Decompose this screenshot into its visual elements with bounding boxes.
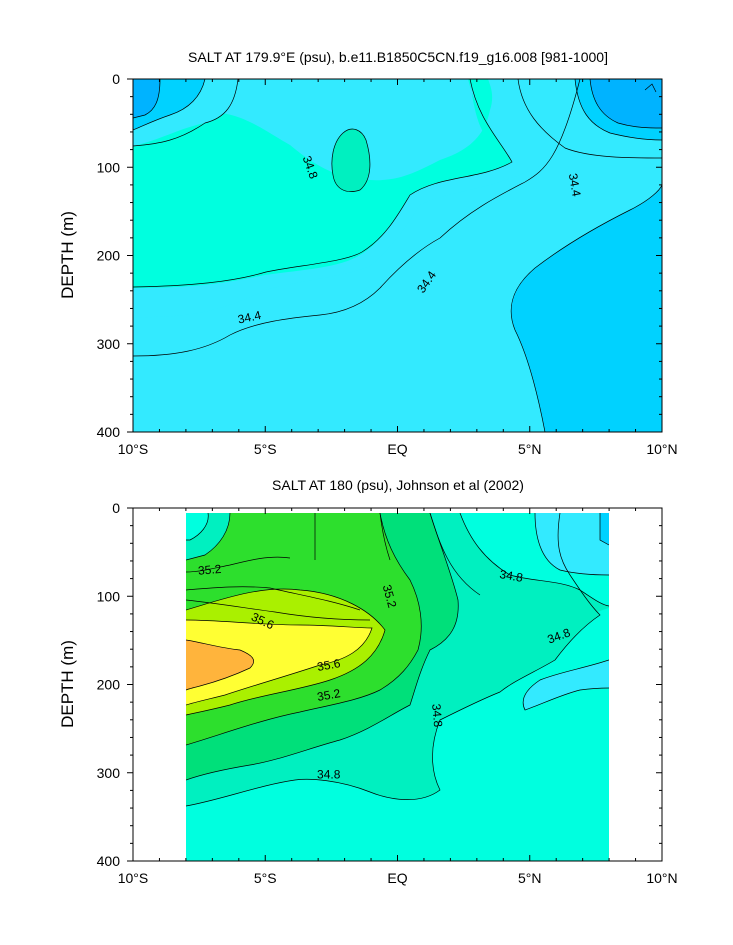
bot-contour-line-34-8-main: [186, 513, 601, 807]
bottom-panel: SALT AT 180 (psu), Johnson et al (2002): [58, 477, 678, 886]
top-y-tick-label: 400: [97, 424, 121, 440]
bottom-contour-field: [186, 513, 609, 861]
top-contour-label: 34.4: [566, 172, 584, 198]
bottom-axes: 10°S 5°S EQ 5°N 10°N 0 100 200 300 400: [97, 500, 678, 886]
bot-contour-line-35-4: [186, 588, 386, 716]
bot-contour-line-top-left-2: [186, 513, 209, 541]
bot-fill-right-34-2: [600, 513, 609, 545]
top-contour-line-34-4-b: [133, 79, 513, 288]
top-contour-line-left-2: [133, 79, 206, 131]
bot-contour-line-35-2-upper: [379, 513, 391, 561]
top-axes: 10°S 5°S EQ 5°N 10°N 0 100 200 300 400: [97, 71, 678, 457]
bot-contour-line-35-4-top: [186, 586, 361, 611]
bottom-y-tick-label: 300: [97, 765, 121, 781]
top-fill-right-34-0: [590, 79, 662, 128]
bottom-contour-labels: 35.235.635.235.635.234.834.834.834.8: [197, 562, 572, 782]
bot-fill-35-6: [186, 620, 372, 705]
bottom-y-tick-label: 100: [97, 588, 121, 604]
top-contour-label: 34.4: [237, 308, 263, 327]
bot-contour-line-35-2-top: [186, 556, 291, 573]
top-contour-line-right-2: [574, 79, 662, 141]
bottom-x-tick-label: EQ: [387, 870, 407, 886]
bottom-contour-label: 35.6: [316, 656, 342, 674]
bot-fill-right-pocket-34-4: [523, 660, 609, 710]
top-fill-34-6-band-2: [133, 79, 512, 287]
top-y-tick-label: 0: [112, 71, 120, 87]
bot-contour-line-right-34-6: [534, 513, 609, 576]
top-x-tick-label: EQ: [387, 441, 407, 457]
top-contour-line-right-3: [589, 79, 662, 129]
top-y-tick-label: 300: [97, 336, 121, 352]
top-contour-line-right-1: [517, 79, 662, 159]
bot-contour-line-35-0: [186, 513, 459, 781]
bot-contour-line-35-6-top: [186, 599, 371, 621]
bottom-y-tick-label: 200: [97, 677, 121, 693]
top-x-tick-label: 10°S: [118, 441, 149, 457]
top-panel: SALT AT 179.9°E (psu), b.e11.B1850C5CN.f…: [58, 49, 678, 457]
top-fill-lower-right-34-2: [511, 185, 662, 432]
top-contour-line-left-3: [133, 79, 161, 119]
bottom-contour-label: 34.8: [429, 703, 445, 728]
bottom-contour-label: 35.2: [380, 583, 400, 609]
bottom-x-tick-label: 10°S: [118, 870, 149, 886]
top-contour-line-left-1: [133, 79, 239, 147]
bot-fill-35-8: [186, 640, 254, 690]
top-contour-line-34-8: [331, 128, 371, 192]
top-contour-line-34-4-a: [133, 79, 581, 357]
top-x-tick-label: 5°N: [518, 441, 542, 457]
bottom-contour-label: 35.2: [316, 686, 342, 704]
bot-contour-line-right-34-4: [599, 513, 609, 546]
bot-contour-line-top-left-1: [186, 513, 231, 561]
bottom-x-tick-label: 10°N: [646, 870, 677, 886]
bot-contour-line-35-2: [186, 513, 422, 746]
top-y-axis-label: DEPTH (m): [58, 211, 77, 299]
top-chart-title: SALT AT 179.9°E (psu), b.e11.B1850C5CN.f…: [188, 49, 608, 65]
bot-contour-line-35-6: [186, 619, 373, 706]
bottom-y-tick-label: 400: [97, 853, 121, 869]
bottom-contour-label: 34.8: [499, 567, 525, 585]
top-y-tick-label: 100: [97, 159, 121, 175]
top-x-tick-label: 10°N: [646, 441, 677, 457]
bottom-y-axis-label: DEPTH (m): [58, 640, 77, 728]
top-contour-line-lower-right: [510, 184, 662, 432]
bot-fill-right-34-4: [535, 513, 609, 575]
bottom-x-tick-label: 5°N: [518, 870, 542, 886]
bot-contour-line-upper-mid: [429, 513, 481, 596]
bot-fill-top-left-34-6: [186, 513, 209, 540]
bottom-contour-label: 34.8: [317, 768, 341, 782]
top-contour-field: [133, 79, 662, 432]
top-x-tick-label: 5°S: [254, 441, 277, 457]
top-contour-lines: [133, 79, 662, 432]
top-y-tick-label: 200: [97, 248, 121, 264]
bot-contour-line-right-pocket: [522, 659, 609, 711]
bot-contour-line-right-34-8: [459, 513, 609, 607]
top-contour-line-corner: [644, 83, 657, 93]
bottom-contour-label: 35.2: [197, 562, 222, 578]
top-fill-34-8-blob: [331, 129, 370, 192]
bottom-x-tick-label: 5°S: [254, 870, 277, 886]
top-fill-left-34-0: [133, 79, 160, 118]
bottom-chart-title: SALT AT 180 (psu), Johnson et al (2002): [272, 477, 524, 493]
bot-contour-line-35-8: [186, 639, 254, 691]
bottom-contour-lines: [186, 513, 609, 807]
bottom-y-tick-label: 0: [112, 500, 120, 516]
